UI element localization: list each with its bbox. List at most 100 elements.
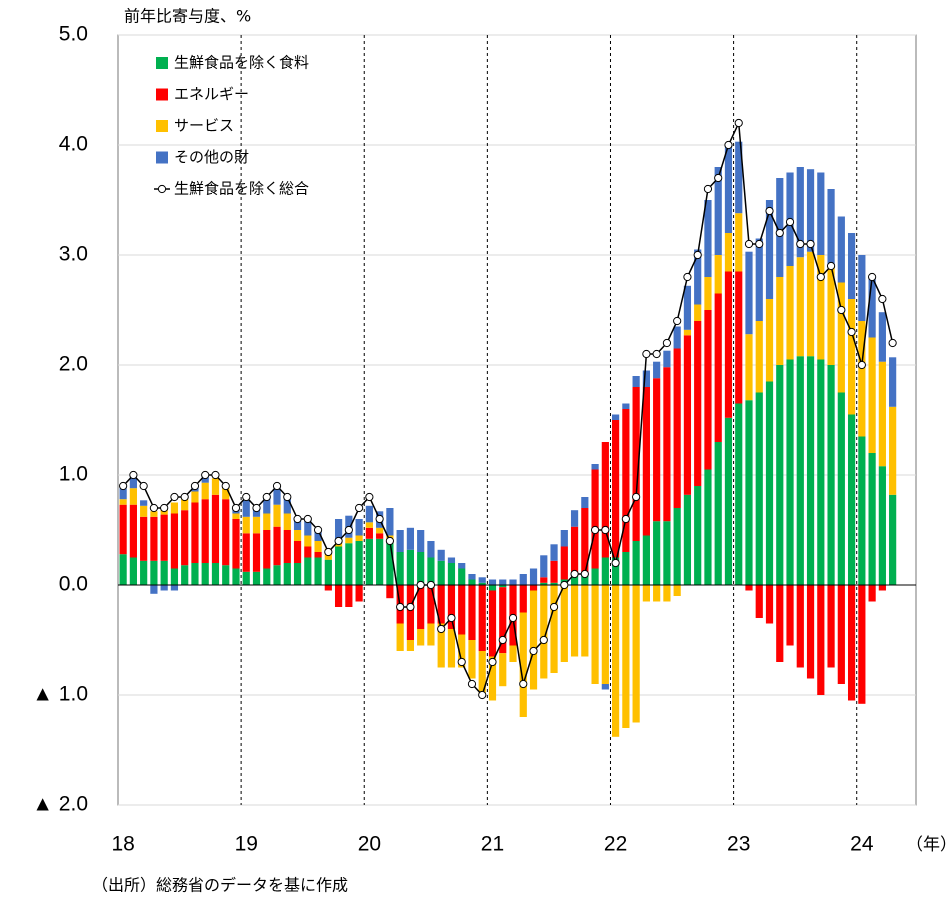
bar [478, 577, 486, 583]
bar [417, 585, 425, 629]
bar [386, 508, 394, 536]
bar [827, 585, 835, 668]
bar [345, 585, 353, 607]
bar [499, 585, 507, 588]
bar [786, 585, 794, 646]
bar [745, 334, 753, 401]
bar [427, 623, 435, 646]
legend-swatch [156, 120, 168, 132]
bar [632, 541, 640, 585]
bar [222, 499, 230, 566]
bar [468, 574, 476, 580]
bar [488, 590, 497, 657]
line-point [498, 635, 507, 645]
line-point [221, 481, 230, 491]
line-point [324, 547, 333, 557]
bar [345, 543, 353, 585]
bar [704, 277, 712, 310]
bar [827, 365, 835, 585]
bar [570, 510, 579, 527]
bar [324, 585, 332, 591]
line-point [857, 360, 866, 370]
bar [612, 585, 620, 737]
bar [601, 684, 609, 690]
legend-label: エネルギー [174, 85, 249, 103]
bar [622, 552, 630, 585]
bar [642, 535, 650, 585]
bar [355, 519, 363, 536]
line-point [447, 613, 456, 623]
bar [827, 266, 835, 365]
bar [581, 497, 589, 508]
bar [540, 585, 548, 679]
bar [765, 200, 774, 299]
source-note: （出所）総務省のデータを基に作成 [92, 876, 348, 895]
bar [796, 257, 804, 357]
x-tick-label: 20 [358, 833, 381, 856]
bar [765, 585, 774, 624]
bar [119, 504, 127, 555]
bar [468, 640, 476, 679]
bar [868, 337, 876, 453]
bar [488, 585, 497, 591]
bar [776, 277, 784, 365]
line-point [262, 492, 271, 502]
bar [478, 582, 486, 585]
legend-swatch [156, 57, 168, 69]
bar [817, 359, 825, 585]
legend-swatch [156, 88, 168, 101]
bar [293, 541, 302, 563]
bar [776, 585, 784, 662]
bar [160, 560, 168, 585]
bar [673, 326, 681, 349]
bar [663, 367, 671, 522]
bar [355, 541, 363, 585]
line-point [242, 492, 251, 502]
line-point [180, 492, 189, 502]
y-axis-label: 前年比寄与度、% [124, 7, 251, 26]
bar [889, 357, 897, 407]
bar [396, 623, 404, 651]
bar [612, 414, 620, 420]
line-point [467, 679, 477, 689]
bar [663, 585, 671, 602]
line-point [344, 525, 353, 535]
bar [170, 585, 179, 591]
bar [653, 361, 661, 379]
bar [140, 500, 148, 506]
line-point [816, 272, 825, 282]
bar [550, 560, 558, 583]
bar [622, 409, 630, 552]
line-point [549, 602, 559, 612]
bar [591, 568, 599, 585]
bar [232, 519, 240, 569]
bar [191, 491, 199, 503]
bar [612, 420, 620, 558]
bar [365, 527, 373, 539]
bar [796, 585, 804, 668]
bar [468, 579, 476, 585]
legend-label: 生鮮食品を除く総合 [174, 180, 309, 198]
y-tick-label: 5.0 [59, 23, 88, 46]
line-point [765, 206, 774, 216]
bar [560, 546, 568, 580]
bar [581, 508, 589, 574]
bar [878, 466, 886, 585]
line-point [488, 657, 497, 667]
bar [724, 233, 733, 272]
bar [591, 585, 599, 684]
bar [632, 585, 640, 723]
bar [776, 178, 784, 277]
line-point [119, 481, 128, 491]
bar [796, 167, 804, 258]
bar [755, 238, 763, 321]
line-point [703, 184, 713, 194]
legend-marker [157, 184, 167, 194]
bar [304, 546, 312, 558]
bar [735, 213, 743, 272]
bar [694, 304, 702, 321]
line-point [734, 118, 743, 128]
bar [735, 403, 743, 585]
line-point [190, 481, 200, 491]
bar [242, 571, 250, 585]
